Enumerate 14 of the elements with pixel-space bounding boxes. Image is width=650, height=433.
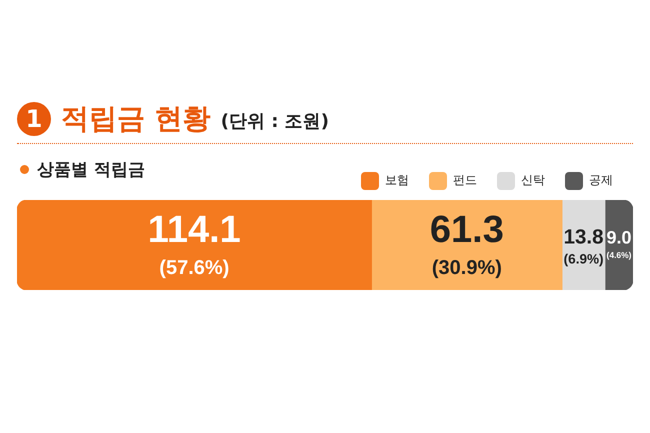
data-label: 61.3 (30.9%)	[430, 209, 504, 280]
data-label: 9.0 (4.6%)	[606, 228, 632, 260]
data-label: 114.1 (57.6%)	[148, 209, 241, 280]
chart-title: 적립금 현황	[61, 101, 211, 137]
legend-label: 신탁	[521, 173, 545, 188]
text: 1	[17, 102, 51, 136]
bar	[17, 200, 372, 290]
legend-label: 공제	[589, 173, 613, 188]
legend-label: 보험	[385, 173, 409, 188]
legend-label: 펀드	[453, 173, 477, 188]
data-label: 13.8 (6.9%)	[564, 225, 604, 266]
bar	[371, 200, 562, 290]
chart-subtitle: (단위 : 조원)	[220, 110, 329, 133]
text: 상품별 적립금	[37, 159, 145, 181]
